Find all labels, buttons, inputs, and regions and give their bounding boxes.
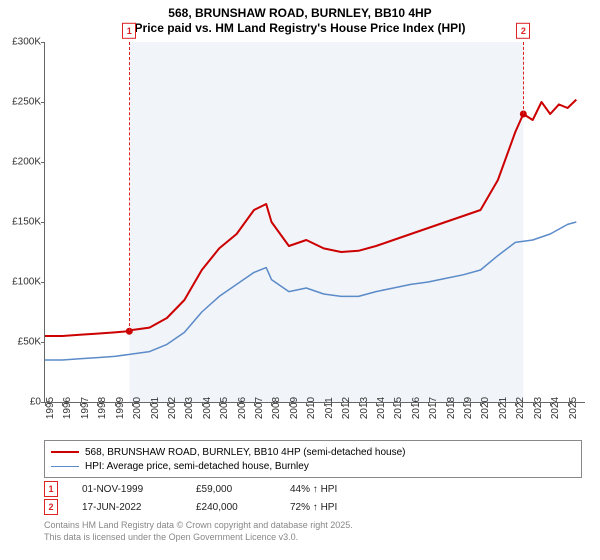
- y-tick: [41, 282, 45, 283]
- legend-swatch: [51, 451, 79, 453]
- sales-price: £59,000: [196, 484, 266, 495]
- x-tick-label: 1999: [115, 397, 126, 419]
- x-tick-label: 2016: [411, 397, 422, 419]
- x-tick-label: 2000: [132, 397, 143, 419]
- sales-pct: 72% ↑ HPI: [290, 502, 380, 513]
- legend-label: HPI: Average price, semi-detached house,…: [85, 461, 309, 472]
- y-tick: [41, 222, 45, 223]
- x-tick-label: 2010: [306, 397, 317, 419]
- sales-date: 01-NOV-1999: [82, 484, 172, 495]
- chart-svg: [45, 42, 585, 402]
- x-tick-label: 2004: [202, 397, 213, 419]
- x-tick-label: 2021: [498, 397, 509, 419]
- footer-line2: This data is licensed under the Open Gov…: [44, 532, 353, 544]
- x-tick-label: 2020: [480, 397, 491, 419]
- x-tick-label: 2017: [428, 397, 439, 419]
- x-tick-label: 2022: [515, 397, 526, 419]
- x-tick-label: 2005: [219, 397, 230, 419]
- x-tick-label: 2024: [550, 397, 561, 419]
- y-tick: [41, 42, 45, 43]
- sales-row: 2 17-JUN-2022 £240,000 72% ↑ HPI: [44, 498, 380, 516]
- x-tick-label: 1995: [45, 397, 56, 419]
- footer-attribution: Contains HM Land Registry data © Crown c…: [44, 520, 353, 543]
- x-tick-label: 2002: [167, 397, 178, 419]
- x-tick-label: 1996: [62, 397, 73, 419]
- plot-band: [129, 42, 523, 402]
- footer-line1: Contains HM Land Registry data © Crown c…: [44, 520, 353, 532]
- legend-swatch: [51, 466, 79, 467]
- y-tick-label: £300K: [12, 37, 41, 48]
- x-tick-label: 2008: [271, 397, 282, 419]
- x-tick-label: 2025: [568, 397, 579, 419]
- y-tick-label: £50K: [18, 337, 41, 348]
- y-tick: [41, 342, 45, 343]
- y-tick: [41, 162, 45, 163]
- sales-pct: 44% ↑ HPI: [290, 484, 380, 495]
- sale-marker-badge: 2: [516, 23, 530, 39]
- x-tick-label: 2001: [150, 397, 161, 419]
- sales-row-badge: 1: [44, 481, 58, 497]
- x-tick-label: 2007: [254, 397, 265, 419]
- y-tick-label: £150K: [12, 217, 41, 228]
- x-tick-label: 2019: [463, 397, 474, 419]
- x-tick-label: 2003: [184, 397, 195, 419]
- x-tick-label: 2011: [324, 397, 335, 419]
- y-tick-label: £0: [30, 397, 41, 408]
- y-tick-label: £250K: [12, 97, 41, 108]
- y-tick-label: £200K: [12, 157, 41, 168]
- x-tick-label: 1997: [80, 397, 91, 419]
- x-tick-label: 2012: [341, 397, 352, 419]
- chart-container: 568, BRUNSHAW ROAD, BURNLEY, BB10 4HP Pr…: [0, 0, 600, 560]
- sale-marker-line: [523, 42, 524, 114]
- y-tick-label: £100K: [12, 277, 41, 288]
- sales-table: 1 01-NOV-1999 £59,000 44% ↑ HPI 2 17-JUN-2022…: [44, 480, 380, 516]
- x-tick-label: 2013: [359, 397, 370, 419]
- sale-marker-badge: 1: [122, 23, 136, 39]
- x-tick-label: 2018: [446, 397, 457, 419]
- legend: 568, BRUNSHAW ROAD, BURNLEY, BB10 4HP (s…: [44, 440, 582, 478]
- title-address: 568, BRUNSHAW ROAD, BURNLEY, BB10 4HP: [0, 6, 600, 20]
- sales-row-badge: 2: [44, 499, 58, 515]
- x-tick-label: 2023: [533, 397, 544, 419]
- legend-item: 568, BRUNSHAW ROAD, BURNLEY, BB10 4HP (s…: [51, 445, 575, 459]
- x-tick-label: 2009: [289, 397, 300, 419]
- legend-label: 568, BRUNSHAW ROAD, BURNLEY, BB10 4HP (s…: [85, 447, 406, 458]
- sales-row: 1 01-NOV-1999 £59,000 44% ↑ HPI: [44, 480, 380, 498]
- title-subtitle: Price paid vs. HM Land Registry's House …: [0, 21, 600, 35]
- sales-price: £240,000: [196, 502, 266, 513]
- x-tick-label: 2006: [237, 397, 248, 419]
- chart-plot-area: £0£50K£100K£150K£200K£250K£300K199519961…: [44, 42, 585, 403]
- y-tick: [41, 102, 45, 103]
- x-tick-label: 1998: [97, 397, 108, 419]
- x-tick-label: 2015: [393, 397, 404, 419]
- x-tick-label: 2014: [376, 397, 387, 419]
- sales-date: 17-JUN-2022: [82, 502, 172, 513]
- legend-item: HPI: Average price, semi-detached house,…: [51, 459, 575, 473]
- sale-marker-line: [129, 42, 130, 331]
- title-block: 568, BRUNSHAW ROAD, BURNLEY, BB10 4HP Pr…: [0, 0, 600, 35]
